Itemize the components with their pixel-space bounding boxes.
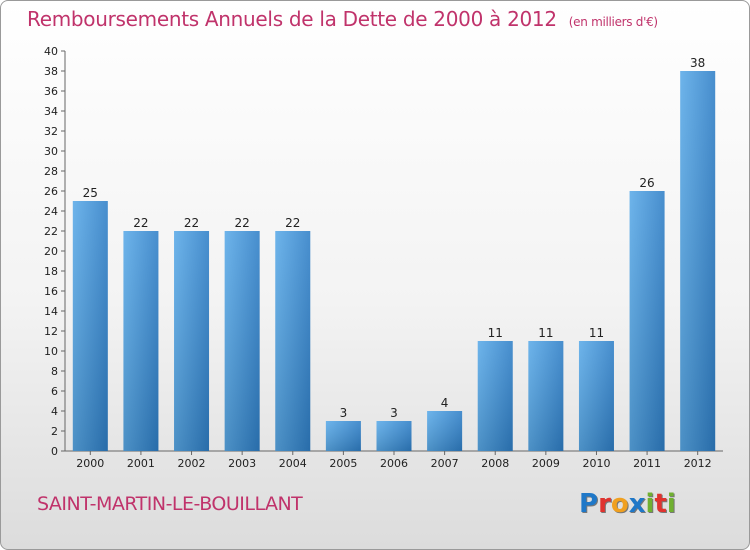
bar-shade — [72, 201, 108, 451]
x-tick-label: 2003 — [228, 457, 256, 470]
value-label: 11 — [488, 326, 503, 340]
chart-title-text: Remboursements Annuels de la Dette de 20… — [27, 7, 557, 31]
y-tick-label: 10 — [44, 345, 58, 358]
value-label: 3 — [340, 406, 348, 420]
value-label: 3 — [390, 406, 398, 420]
bars — [72, 71, 716, 451]
x-tick-label: 2006 — [380, 457, 408, 470]
x-tick-label: 2011 — [633, 457, 661, 470]
y-tick-label: 14 — [44, 305, 58, 318]
value-label: 11 — [538, 326, 553, 340]
x-tick-label: 2007 — [431, 457, 459, 470]
y-tick-label: 18 — [44, 265, 58, 278]
bar-shade — [629, 191, 665, 451]
y-tick-label: 2 — [51, 425, 58, 438]
bar-shade — [477, 341, 513, 451]
bar-shade — [376, 421, 412, 451]
chart-title: Remboursements Annuels de la Dette de 20… — [27, 7, 658, 31]
logo-letter: o — [610, 489, 629, 519]
y-tick-label: 28 — [44, 165, 58, 178]
value-label: 26 — [639, 176, 654, 190]
logo-letter: t — [654, 489, 667, 519]
bar-shade — [680, 71, 716, 451]
bar-shade — [427, 411, 463, 451]
logo-letter: r — [598, 489, 611, 519]
y-tick-label: 6 — [51, 385, 58, 398]
value-label: 11 — [589, 326, 604, 340]
y-tick-label: 12 — [44, 325, 58, 338]
y-tick-label: 16 — [44, 285, 58, 298]
value-label: 22 — [285, 216, 300, 230]
x-tick-label: 2009 — [532, 457, 560, 470]
value-labels: 25 22 22 22 22 3 3 4 11 11 11 26 38 — [83, 56, 706, 420]
y-tick-label: 24 — [44, 205, 58, 218]
y-tick-label: 20 — [44, 245, 58, 258]
x-tick-label: 2000 — [76, 457, 104, 470]
x-tick-label: 2001 — [127, 457, 155, 470]
y-tick-label: 34 — [44, 105, 58, 118]
x-tick-label: 2008 — [481, 457, 509, 470]
x-axis: 2000 2001 2002 2003 2004 2005 2006 2007 2008 2009… — [65, 450, 723, 470]
bar-shade — [325, 421, 361, 451]
y-tick-label: 40 — [44, 45, 58, 58]
x-tick-label: 2004 — [279, 457, 307, 470]
bar-shade — [123, 231, 159, 451]
y-tick-label: 22 — [44, 225, 58, 238]
x-tick-label: 2010 — [582, 457, 610, 470]
y-tick-label: 26 — [44, 185, 58, 198]
y-tick-label: 0 — [51, 445, 58, 458]
value-label: 25 — [83, 186, 98, 200]
logo-letter: i — [645, 489, 655, 519]
value-label: 22 — [184, 216, 199, 230]
proxiti-logo: Proxiti — [579, 489, 676, 519]
bar-shade — [275, 231, 311, 451]
logo-letter: x — [628, 489, 646, 519]
bar-shade — [224, 231, 260, 451]
value-label: 38 — [690, 56, 705, 70]
y-tick-label: 8 — [51, 365, 58, 378]
logo-letter: P — [579, 489, 599, 519]
x-tick-label: 2002 — [178, 457, 206, 470]
y-tick-label: 32 — [44, 125, 58, 138]
y-tick-label: 36 — [44, 85, 58, 98]
y-tick-label: 4 — [51, 405, 58, 418]
y-tick-label: 38 — [44, 65, 58, 78]
place-name: SAINT-MARTIN-LE-BOUILLANT — [37, 493, 303, 515]
value-label: 22 — [133, 216, 148, 230]
value-label: 4 — [441, 396, 449, 410]
y-tick-label: 30 — [44, 145, 58, 158]
bar-shade — [578, 341, 614, 451]
value-label: 22 — [235, 216, 250, 230]
logo-letter: i — [666, 489, 676, 519]
chart-subtitle: (en milliers d'€) — [568, 15, 658, 29]
x-tick-label: 2005 — [329, 457, 357, 470]
x-tick-label: 2012 — [684, 457, 712, 470]
bar-shade — [174, 231, 210, 451]
bar-shade — [528, 341, 564, 451]
